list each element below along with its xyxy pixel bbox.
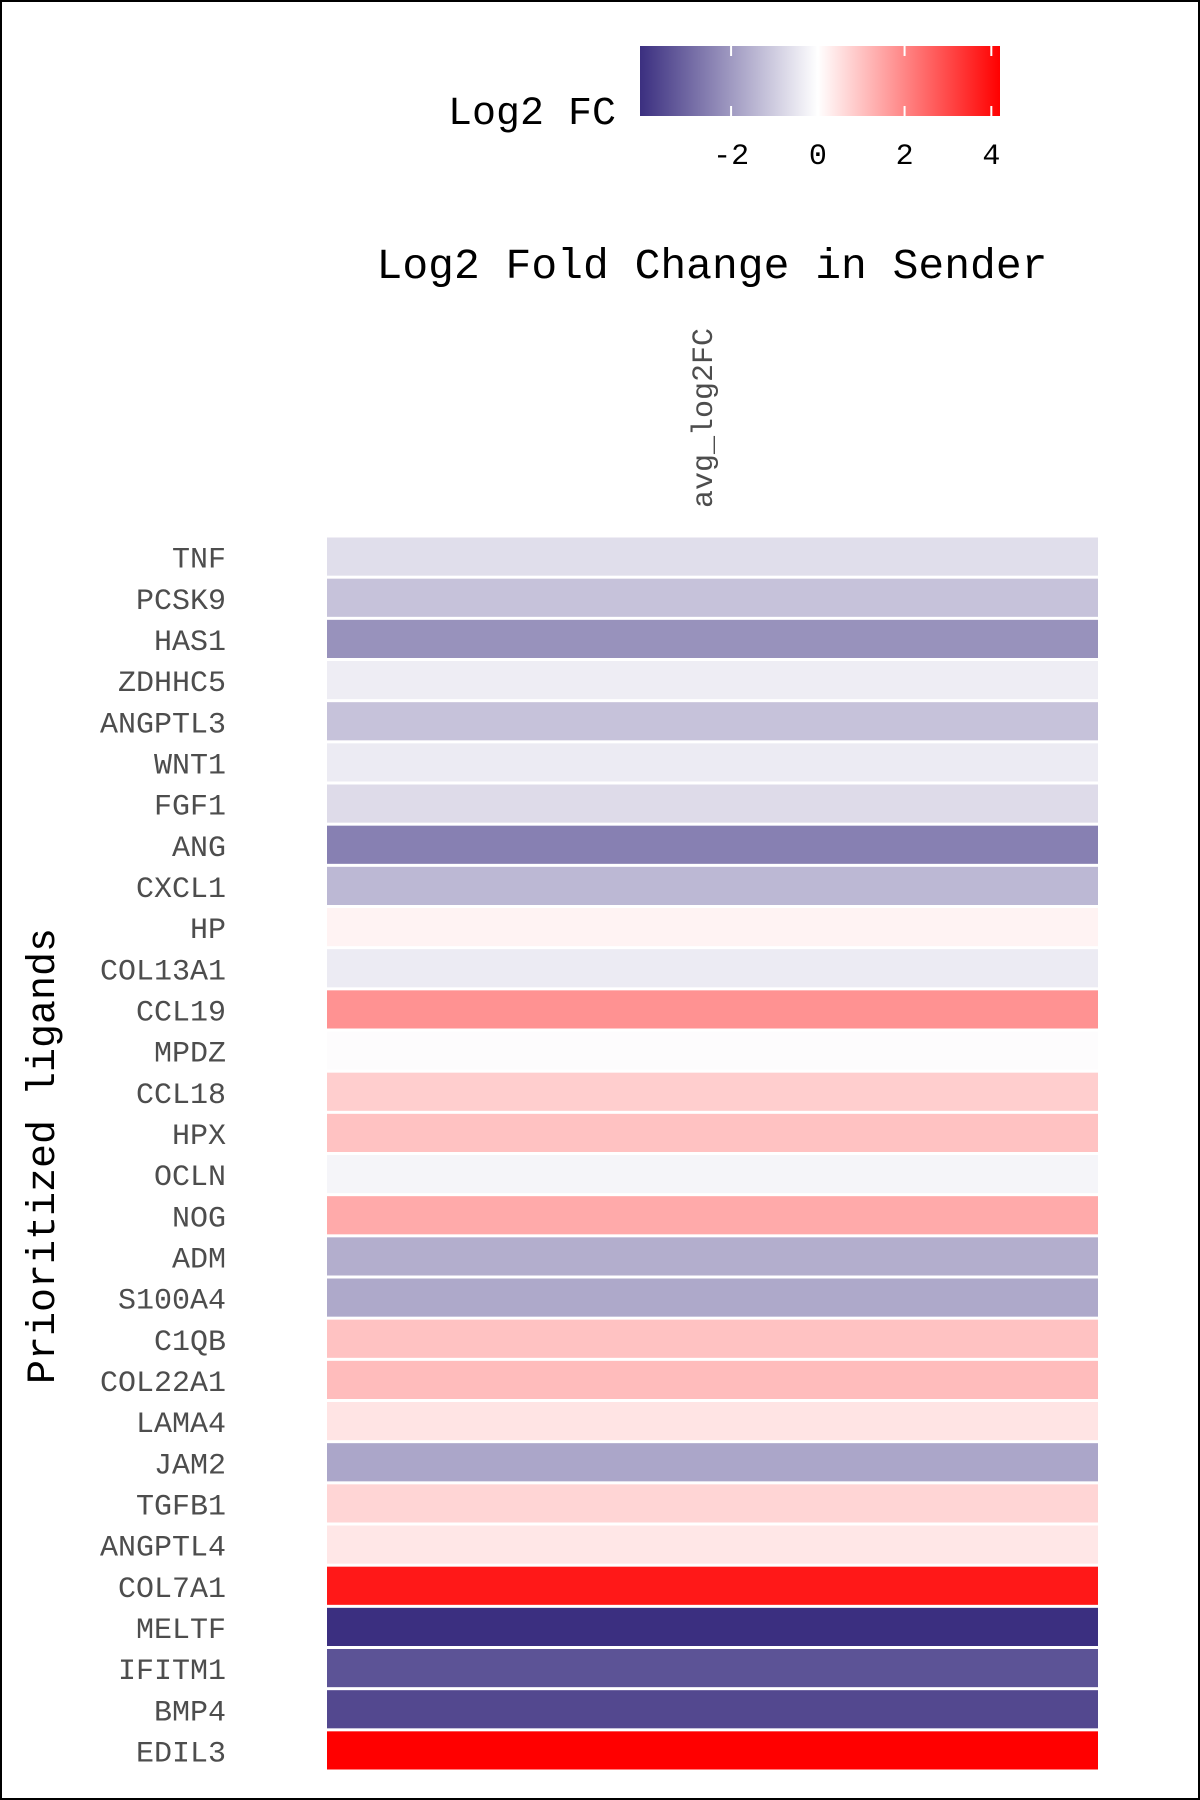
- heatmap-cell-pcsk9: [327, 578, 1098, 617]
- heatmap-cell-col7a1: [327, 1566, 1098, 1605]
- heatmap-cell-tgfb1: [327, 1484, 1098, 1523]
- row-label-ccl18: CCL18: [136, 1079, 226, 1113]
- colorbar-tick-label: 2: [896, 140, 914, 174]
- chart-title: Log2 Fold Change in Sender: [377, 242, 1048, 291]
- colorbar-ticks: -2 0 2 4: [713, 46, 1000, 174]
- column-label-avg-log2fc: avg_log2FC: [688, 328, 722, 508]
- row-label-ang: ANG: [172, 832, 226, 866]
- heatmap-cell-zdhhc5: [327, 661, 1098, 700]
- heatmap-cell-jam2: [327, 1443, 1098, 1482]
- heatmap-cell-s100a4: [327, 1278, 1098, 1317]
- row-label-meltf: MELTF: [136, 1614, 226, 1648]
- row-label-col13a1: COL13A1: [100, 955, 226, 989]
- colorbar-tick-label: 4: [982, 140, 1000, 174]
- row-label-angptl3: ANGPTL3: [100, 708, 226, 742]
- heatmap-cell-meltf: [327, 1607, 1098, 1646]
- row-label-fgf1: FGF1: [154, 791, 226, 825]
- row-label-lama4: LAMA4: [136, 1408, 226, 1442]
- heatmap-cell-nog: [327, 1196, 1098, 1235]
- row-label-tgfb1: TGFB1: [136, 1490, 226, 1524]
- row-label-ocln: OCLN: [154, 1161, 226, 1195]
- heatmap-cell-ccl19: [327, 990, 1098, 1029]
- row-label-s100a4: S100A4: [118, 1285, 226, 1319]
- heatmap-cell-col22a1: [327, 1360, 1098, 1399]
- heatmap-cell-hp: [327, 908, 1098, 947]
- row-label-bmp4: BMP4: [154, 1696, 226, 1730]
- heatmap-cell-col13a1: [327, 949, 1098, 988]
- heatmap-cell-hpx: [327, 1113, 1098, 1152]
- row-label-wnt1: WNT1: [154, 749, 226, 783]
- colorbar-tick-label: -2: [713, 140, 749, 174]
- heatmap-cell-cxcl1: [327, 866, 1098, 905]
- heatmap-cell-has1: [327, 619, 1098, 658]
- row-label-pcsk9: PCSK9: [136, 585, 226, 619]
- y-axis-title: Prioritized ligands: [22, 928, 67, 1384]
- heatmap-cell-wnt1: [327, 743, 1098, 782]
- heatmap-cell-tnf: [327, 537, 1098, 576]
- row-label-ifitm1: IFITM1: [118, 1655, 226, 1689]
- row-label-jam2: JAM2: [154, 1449, 226, 1483]
- row-labels: TNF PCSK9 HAS1 ZDHHC5 ANGPTL3 WNT1 FGF1 ANG CXCL…: [100, 544, 226, 1772]
- heatmap-cell-fgf1: [327, 784, 1098, 823]
- row-label-cxcl1: CXCL1: [136, 873, 226, 907]
- row-label-ccl19: CCL19: [136, 996, 226, 1030]
- heatmap-cell-adm: [327, 1237, 1098, 1276]
- heatmap-cell-ang: [327, 825, 1098, 864]
- heatmap-cell-edil3: [327, 1731, 1098, 1770]
- colorbar-legend: Log2 FC -2 0 2 4: [448, 46, 1000, 174]
- row-label-edil3: EDIL3: [136, 1737, 226, 1771]
- heatmap-cell-mpdz: [327, 1031, 1098, 1070]
- heatmap-cell-ccl18: [327, 1072, 1098, 1111]
- row-label-col22a1: COL22A1: [100, 1367, 226, 1401]
- row-label-hp: HP: [190, 914, 226, 948]
- row-label-zdhhc5: ZDHHC5: [118, 667, 226, 701]
- row-label-tnf: TNF: [172, 544, 226, 578]
- colorbar-gradient: [640, 46, 1000, 116]
- heatmap-cell-bmp4: [327, 1690, 1098, 1729]
- heatmap-cell-ifitm1: [327, 1649, 1098, 1688]
- row-label-hpx: HPX: [172, 1120, 226, 1154]
- heatmap-cells: [327, 537, 1098, 1770]
- heatmap-cell-angptl4: [327, 1525, 1098, 1564]
- heatmap-cell-c1qb: [327, 1319, 1098, 1358]
- row-label-has1: HAS1: [154, 626, 226, 660]
- legend-title: Log2 FC: [448, 92, 616, 137]
- row-label-mpdz: MPDZ: [154, 1038, 226, 1072]
- row-label-c1qb: C1QB: [154, 1326, 226, 1360]
- row-label-nog: NOG: [172, 1202, 226, 1236]
- heatmap-cell-ocln: [327, 1155, 1098, 1194]
- row-label-angptl4: ANGPTL4: [100, 1532, 226, 1566]
- colorbar-tick-label: 0: [809, 140, 827, 174]
- heatmap-cell-angptl3: [327, 702, 1098, 741]
- row-label-col7a1: COL7A1: [118, 1573, 226, 1607]
- row-label-adm: ADM: [172, 1243, 226, 1277]
- heatmap-cell-lama4: [327, 1402, 1098, 1441]
